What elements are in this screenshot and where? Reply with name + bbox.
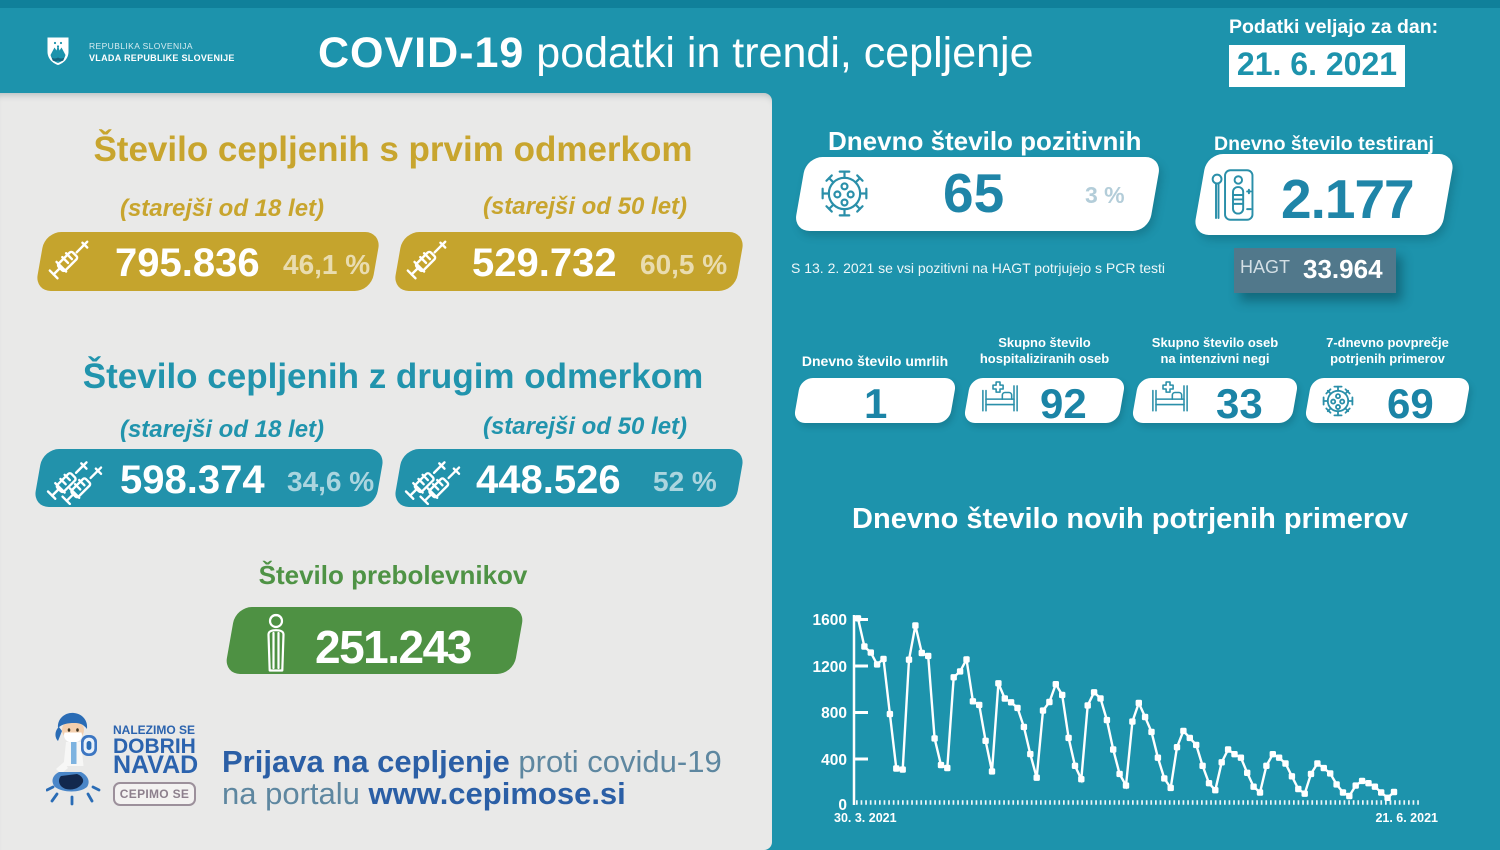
svg-text:0: 0 <box>838 797 847 814</box>
svg-text:30. 3. 2021: 30. 3. 2021 <box>834 811 897 825</box>
svg-text:400: 400 <box>821 752 847 769</box>
svg-text:1600: 1600 <box>813 612 847 629</box>
svg-text:800: 800 <box>821 705 847 722</box>
svg-text:1200: 1200 <box>813 659 847 676</box>
svg-text:21. 6. 2021: 21. 6. 2021 <box>1375 811 1438 825</box>
